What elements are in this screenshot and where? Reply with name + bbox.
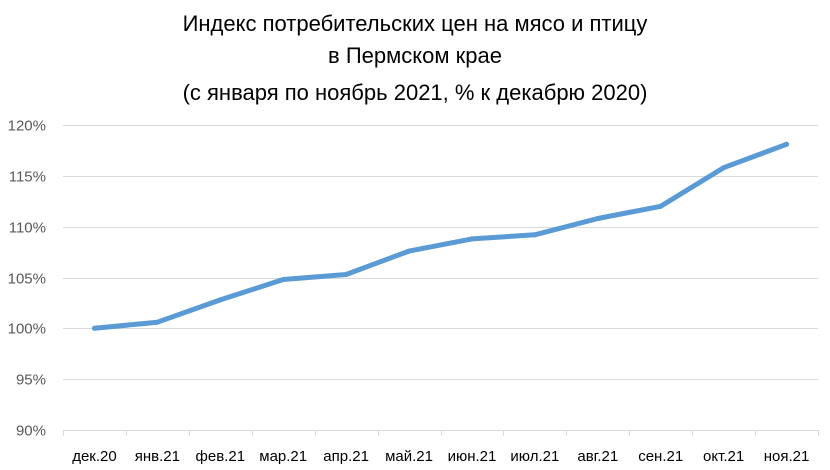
y-tick-label: 120% xyxy=(8,118,46,135)
data-point xyxy=(92,325,97,331)
chart-title: Индекс потребительских цен на мясо и пти… xyxy=(183,11,648,105)
y-tick-label: 110% xyxy=(9,220,46,237)
x-tick-label: окт.21 xyxy=(703,448,744,465)
chart-title-line-3: (с января по ноябрь 2021, % к декабрю 20… xyxy=(183,80,648,105)
x-tick-label: июл.21 xyxy=(510,448,559,465)
data-point xyxy=(784,141,789,147)
series-group xyxy=(92,141,789,331)
x-tick-label: авг.21 xyxy=(577,448,618,465)
data-point xyxy=(721,165,727,171)
y-tick-label: 95% xyxy=(16,372,46,389)
x-axis-ticks: дек.20 янв.21 фев.21 мар.21 апр.21 май.21 июн.… xyxy=(72,448,809,465)
y-tick-label: 100% xyxy=(8,321,46,338)
y-tick-label: 115% xyxy=(9,169,46,186)
data-point xyxy=(280,277,286,282)
data-point xyxy=(658,203,664,209)
data-point xyxy=(532,232,538,238)
x-tick-label: июн.21 xyxy=(448,448,497,465)
data-point xyxy=(154,319,160,325)
data-point xyxy=(595,216,601,221)
data-point xyxy=(343,272,349,277)
x-tick-label: сен.21 xyxy=(638,448,683,465)
x-tick-label: янв.21 xyxy=(135,448,180,465)
data-point xyxy=(217,297,223,303)
chart-title-line-2: в Пермском крае xyxy=(328,43,502,68)
data-point xyxy=(406,248,412,254)
gridlines xyxy=(63,125,818,380)
y-axis-ticks: 90% 95% 100% 105% 110% 115% 120% xyxy=(8,118,46,440)
series-line xyxy=(92,141,789,331)
y-tick-label: 90% xyxy=(16,423,46,440)
x-tick-label: фев.21 xyxy=(196,448,246,465)
chart-title-line-1: Индекс потребительских цен на мясо и пти… xyxy=(183,11,648,36)
x-tick-label: май.21 xyxy=(385,448,433,465)
y-tick-label: 105% xyxy=(8,271,46,288)
data-point xyxy=(469,236,475,242)
x-tick-label: ноя.21 xyxy=(764,448,810,465)
x-axis xyxy=(63,430,819,436)
x-tick-label: мар.21 xyxy=(259,448,307,465)
x-tick-label: дек.20 xyxy=(72,448,117,465)
x-tick-label: апр.21 xyxy=(323,448,369,465)
